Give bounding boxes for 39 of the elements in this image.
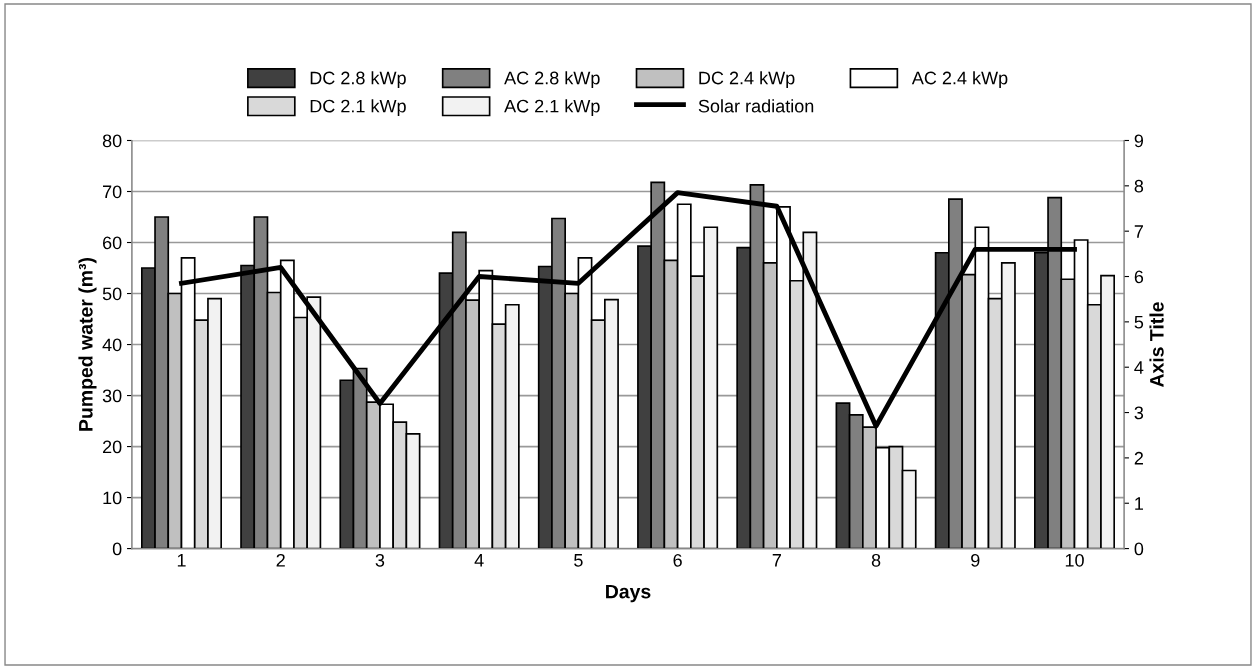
x-tick-label: 4 [474,554,484,567]
x-tick-label: 7 [772,554,781,567]
y2-tick-label: 1 [1135,497,1143,510]
y-tick-label: 50 [102,287,122,301]
x-tick-label: 9 [971,553,980,567]
y2-tick-label: 7 [1134,225,1143,238]
legend-label: DC 2.8 kWp [310,71,406,88]
y2-axis-title: Axis Title [1149,302,1164,388]
y-axis-title: Pumped water (m³) [78,257,97,431]
y-tick-label: 40 [102,338,122,352]
x-tick-label: 2 [276,553,285,567]
legend-label: DC 2.1 kWp [310,99,406,117]
y2-tick-label: 6 [1134,270,1144,284]
y2-tick-label: 0 [1134,542,1144,556]
x-tick-label: 5 [574,554,583,567]
y2-tick-label: 4 [1134,361,1144,374]
x-tick-label: 1 [177,554,186,567]
y2-tick-label: 8 [1134,179,1144,193]
y-tick-label: 0 [112,542,122,556]
legend-label: AC 2.4 kWp [911,71,1008,88]
x-tick-label: 8 [871,553,881,567]
x-tick-label: 6 [673,553,682,567]
x-axis-title: Days [606,584,651,603]
x-tick-label: 3 [375,553,385,567]
legend-label: AC 2.8 kWp [504,71,600,88]
y-tick-label: 20 [102,440,122,454]
y2-tick-label: 2 [1134,451,1143,465]
y-tick-label: 10 [103,491,122,505]
y2-tick-label: 3 [1134,406,1144,420]
y-tick-label: 30 [102,389,122,403]
y2-tick-label: 5 [1134,315,1144,329]
legend-label: DC 2.4 kWp [699,71,795,88]
y-tick-label: 80 [102,134,122,148]
x-tick-label: 10 [1065,553,1084,567]
y-tick-label: 70 [103,185,122,199]
legend-label: Solar radiation [698,99,814,113]
y2-tick-label: 9 [1134,134,1144,148]
y-tick-label: 60 [102,236,122,250]
legend-label: AC 2.1 kWp [504,99,600,117]
